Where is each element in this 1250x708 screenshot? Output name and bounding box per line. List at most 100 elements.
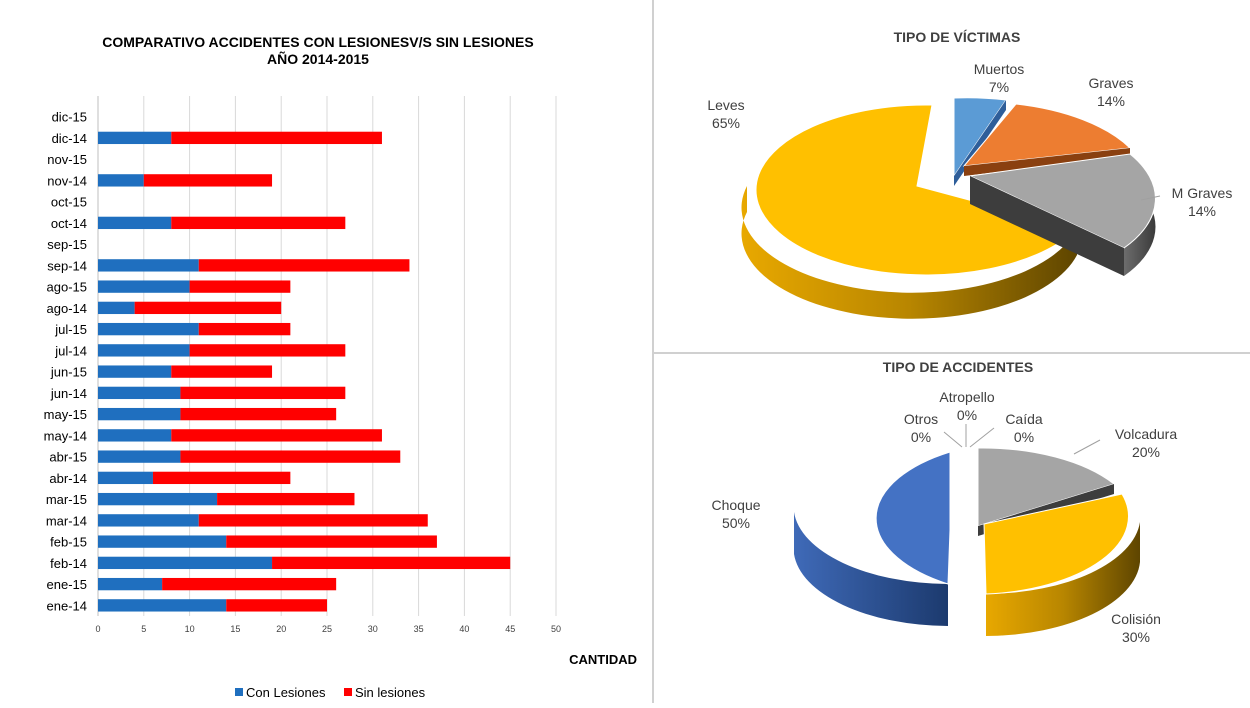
- leader-volcadura: [1073, 439, 1101, 455]
- bar-sin-lesiones-mar-14: [198, 514, 428, 527]
- y-tick-label: oct-15: [51, 195, 87, 210]
- label-otros-pct: 0%: [911, 429, 931, 445]
- bar-sin-lesiones-abr-14: [152, 471, 291, 485]
- label-graves-pct: 14%: [1097, 93, 1125, 109]
- pie-slice-colision: [983, 493, 1129, 595]
- label-atropello-pct: 0%: [957, 407, 977, 423]
- x-tick-label: 30: [368, 624, 378, 634]
- bar-con-lesiones-ago-14: [98, 301, 135, 315]
- bar-con-lesiones-may-14: [98, 429, 172, 442]
- bar-con-lesiones-jun-14: [98, 386, 181, 400]
- bar-sin-lesiones-abr-15: [180, 450, 401, 463]
- label-muertos: Muertos: [974, 61, 1025, 77]
- bar-legend: Con Lesiones Sin lesiones: [235, 685, 426, 700]
- label-volcadura-pct: 20%: [1132, 444, 1160, 460]
- label-muertos-pct: 7%: [989, 79, 1009, 95]
- leader-mgraves: [1140, 195, 1161, 201]
- pie-slice-mgraves-front: [970, 176, 1124, 276]
- bar-con-lesiones-ene-14: [98, 599, 227, 612]
- bar-con-lesiones-abr-14: [98, 471, 153, 485]
- legend-swatch-sin-lesiones: [344, 688, 352, 696]
- bar-sin-lesiones-may-14: [171, 429, 382, 442]
- bar-sin-lesiones-oct-14: [171, 216, 346, 230]
- x-tick-label: 20: [276, 624, 286, 634]
- y-tick-label: jul-15: [54, 322, 87, 337]
- bar-sin-lesiones-mar-15: [217, 492, 355, 506]
- bar-con-lesiones-oct-14: [98, 216, 172, 230]
- bar-con-lesiones-sep-14: [98, 259, 199, 272]
- bar-chart-subtitle: AÑO 2014-2015: [267, 50, 369, 67]
- bar-con-lesiones-feb-14: [98, 556, 273, 570]
- victims-pie-panel: TIPO DE VÍCTIMAS Muertos 7% Graves 14% M…: [654, 0, 1250, 354]
- label-choque: Choque: [711, 497, 760, 513]
- pie-slice-leves-side: [741, 186, 1077, 319]
- pie-slice-volcadura: [977, 447, 1116, 527]
- legend-swatch-con-lesiones: [235, 688, 243, 696]
- label-mgraves: M Graves: [1172, 185, 1233, 201]
- label-choque-pct: 50%: [722, 515, 750, 531]
- x-tick-label: 0: [95, 624, 100, 634]
- pie-slice-choque: [875, 451, 951, 585]
- bar-con-lesiones-ene-15: [98, 577, 163, 591]
- x-tick-label: 10: [185, 624, 195, 634]
- y-tick-label: sep-15: [47, 237, 87, 252]
- x-tick-label: 35: [414, 624, 424, 634]
- bar-sin-lesiones-ago-14: [134, 301, 282, 315]
- bar-con-lesiones-abr-15: [98, 450, 181, 463]
- label-otros: Otros: [904, 411, 938, 427]
- y-tick-label: mar-15: [46, 492, 87, 507]
- bar-con-lesiones-jul-14: [98, 344, 190, 357]
- label-graves: Graves: [1088, 75, 1133, 91]
- y-tick-label: nov-15: [47, 152, 87, 167]
- bar-sin-lesiones-dic-14: [171, 131, 382, 145]
- label-colision: Colisión: [1111, 611, 1161, 627]
- bar-sin-lesiones-sep-14: [198, 259, 410, 272]
- bar-chart: COMPARATIVO ACCIDENTES CON LESIONESV/S S…: [44, 34, 637, 700]
- y-tick-label: feb-15: [50, 535, 87, 550]
- y-tick-label: may-15: [44, 407, 87, 422]
- x-tick-label: 45: [505, 624, 515, 634]
- bar-sin-lesiones-ene-15: [162, 577, 337, 591]
- bar-sin-lesiones-ene-14: [226, 599, 327, 612]
- y-tick-label: dic-15: [52, 110, 87, 125]
- y-tick-label: ago-15: [47, 280, 87, 295]
- x-tick-label: 40: [459, 624, 469, 634]
- accidents-pie-title: TIPO DE ACCIDENTES: [883, 359, 1033, 375]
- y-tick-label: may-14: [44, 428, 87, 443]
- pie-slice-mgraves: [968, 153, 1156, 249]
- bar-sin-lesiones-feb-15: [226, 535, 437, 548]
- pie-slice-choque-side: [794, 512, 948, 626]
- y-tick-label: oct-14: [51, 216, 87, 231]
- accidents-pie-chart: TIPO DE ACCIDENTES Atropello 0% Caída 0%…: [711, 359, 1177, 645]
- y-tick-label: abr-14: [49, 471, 87, 486]
- bar-con-lesiones-jun-15: [98, 365, 172, 378]
- y-tick-label: mar-14: [46, 513, 87, 528]
- bar-sin-lesiones-ago-15: [189, 280, 291, 293]
- x-tick-label: 50: [551, 624, 561, 634]
- y-tick-label: ene-14: [47, 598, 87, 613]
- leader-caida: [969, 427, 995, 448]
- x-tick-label: 5: [141, 624, 146, 634]
- bar-con-lesiones-may-15: [98, 407, 181, 421]
- bar-chart-title: COMPARATIVO ACCIDENTES CON LESIONESV/S S…: [102, 34, 533, 50]
- pie-slice-leves: [755, 104, 1078, 276]
- label-mgraves-pct: 14%: [1188, 203, 1216, 219]
- x-tick-label: 15: [230, 624, 240, 634]
- bar-con-lesiones-dic-14: [98, 131, 172, 145]
- x-axis-label: CANTIDAD: [569, 652, 637, 667]
- accidents-pie-panel: TIPO DE ACCIDENTES Atropello 0% Caída 0%…: [654, 354, 1250, 703]
- y-tick-label: feb-14: [50, 556, 87, 571]
- bar-sin-lesiones-jul-15: [198, 322, 291, 336]
- bar-con-lesiones-mar-15: [98, 492, 218, 506]
- y-tick-label: jun-14: [50, 386, 87, 401]
- victims-pie-title: TIPO DE VÍCTIMAS: [894, 29, 1021, 45]
- y-tick-label: jul-14: [54, 343, 87, 358]
- pie-slice-colision-side: [986, 522, 1140, 636]
- bar-sin-lesiones-nov-14: [143, 174, 273, 187]
- legend-label-sin-lesiones: Sin lesiones: [355, 685, 426, 700]
- bar-con-lesiones-feb-15: [98, 535, 227, 548]
- label-caida: Caída: [1005, 411, 1043, 427]
- bar-con-lesiones-nov-14: [98, 174, 144, 187]
- y-tick-label: nov-14: [47, 173, 87, 188]
- bar-chart-panel: COMPARATIVO ACCIDENTES CON LESIONESV/S S…: [43, 0, 654, 703]
